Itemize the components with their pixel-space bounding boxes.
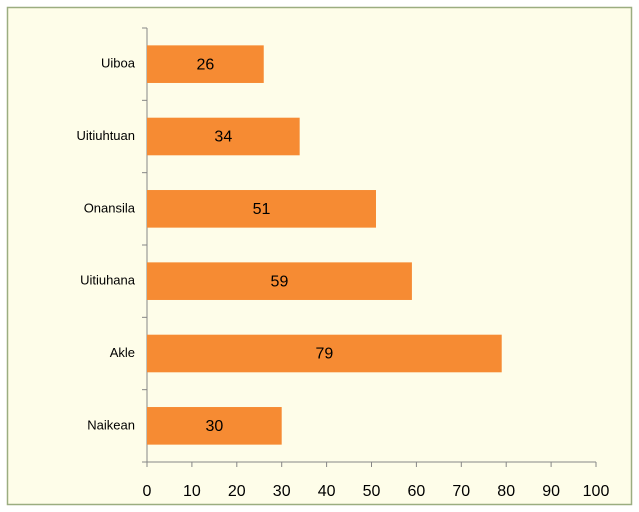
chart-frame [6, 6, 633, 506]
bar [147, 190, 376, 228]
x-tick-label: 0 [143, 483, 152, 500]
y-tick-label: Uitiuhana [80, 273, 136, 288]
data-label: 59 [271, 273, 289, 290]
data-label: 34 [214, 129, 232, 146]
x-tick-label: 70 [452, 483, 470, 500]
bar [147, 262, 412, 300]
data-label: 79 [315, 346, 333, 363]
x-tick-label: 20 [228, 483, 246, 500]
x-tick-label: 50 [363, 483, 381, 500]
y-tick-label: Onansila [84, 200, 136, 215]
data-label: 51 [253, 201, 271, 218]
x-tick-label: 10 [183, 483, 201, 500]
x-tick-label: 30 [273, 483, 291, 500]
y-tick-label: Uiboa [101, 56, 136, 71]
x-tick-label: 100 [583, 483, 610, 500]
bar [147, 117, 300, 156]
y-tick-label: Naikean [87, 417, 135, 432]
data-label: 30 [205, 418, 223, 435]
bar [147, 45, 264, 83]
x-tick-label: 80 [497, 483, 515, 500]
bar [147, 407, 282, 445]
bar [147, 334, 502, 373]
data-label: 26 [196, 56, 214, 73]
y-tick-label: Uitiuhtuan [76, 128, 135, 143]
y-tick-label: Akle [110, 345, 135, 360]
x-tick-label: 40 [318, 483, 336, 500]
x-tick-label: 60 [408, 483, 426, 500]
x-tick-label: 90 [542, 483, 560, 500]
